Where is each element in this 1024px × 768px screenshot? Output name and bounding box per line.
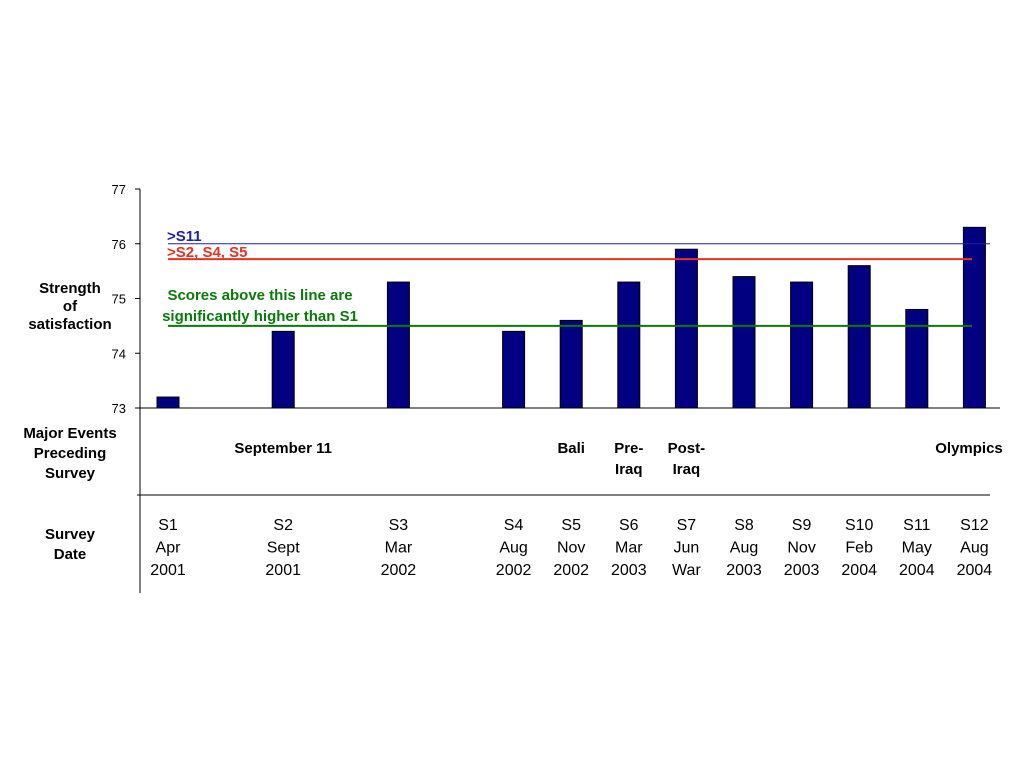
survey-date-label: S11	[903, 517, 930, 534]
survey-date-label: Aug	[960, 540, 988, 557]
survey-date-label: Mar	[615, 540, 643, 557]
event-label: September 11	[234, 440, 332, 457]
reference-label-s2-s4-s5: >S2, S4, S5	[167, 244, 247, 261]
bar	[847, 265, 871, 409]
survey-date-label: 2002	[553, 562, 589, 579]
survey-date-label: S6	[619, 517, 639, 534]
bar	[790, 281, 814, 409]
bar	[905, 308, 929, 409]
survey-date-label: 2004	[957, 562, 993, 579]
bar	[502, 330, 526, 409]
survey-date-label: S9	[792, 517, 812, 534]
survey-date-label: 2001	[150, 562, 186, 579]
bar	[674, 248, 698, 409]
survey-date-label: S10	[845, 517, 874, 534]
survey-date-label: 2004	[841, 562, 877, 579]
y-axis-label: satisfaction	[28, 316, 111, 333]
survey-date-label: Jun	[674, 540, 700, 557]
survey-date-label: Aug	[499, 540, 527, 557]
y-tick-label: 76	[112, 237, 126, 252]
survey-date-label: Aug	[730, 540, 758, 557]
survey-date-label: S2	[273, 517, 293, 534]
survey-date-label: 2001	[265, 562, 301, 579]
bar	[156, 396, 180, 409]
survey-date-label: 2004	[899, 562, 935, 579]
survey-date-label: Nov	[557, 540, 585, 557]
survey-date-label: 2002	[496, 562, 532, 579]
survey-date-label: Mar	[385, 540, 413, 557]
reference-label-s1: significantly higher than S1	[162, 308, 358, 325]
bar	[386, 281, 410, 409]
survey-date-label: S1	[158, 517, 178, 534]
y-tick-label: 73	[112, 401, 126, 416]
survey-date-label: Apr	[156, 540, 182, 557]
survey-date-label: S4	[504, 517, 524, 534]
y-axis-label: Strength	[39, 280, 101, 297]
event-label: Bali	[557, 440, 585, 457]
survey-row-label: Date	[54, 546, 87, 563]
survey-date-label: S8	[734, 517, 754, 534]
survey-date-label: 2003	[611, 562, 647, 579]
bar	[617, 281, 641, 409]
bar	[271, 330, 295, 409]
y-tick-label: 77	[112, 182, 126, 197]
bar	[559, 319, 583, 409]
survey-date-label: 2003	[784, 562, 820, 579]
events-row-label: Major Events	[23, 425, 116, 442]
event-label: Iraq	[673, 461, 701, 478]
survey-row-label: Survey	[45, 526, 96, 543]
bar	[732, 276, 756, 409]
reference-label-s11: >S11	[167, 228, 202, 245]
event-label: Post-	[668, 440, 706, 457]
survey-date-label: 2002	[381, 562, 417, 579]
survey-date-label: Feb	[845, 540, 873, 557]
survey-date-label: Sept	[267, 540, 300, 557]
event-label: Pre-	[614, 440, 643, 457]
survey-date-label: War	[672, 562, 701, 579]
reference-label-s1: Scores above this line are	[167, 287, 352, 304]
survey-date-label: Nov	[787, 540, 815, 557]
survey-date-label: S5	[561, 517, 581, 534]
bar	[962, 226, 986, 409]
event-label: Olympics	[935, 440, 1003, 457]
survey-date-label: S7	[677, 517, 697, 534]
y-tick-label: 75	[112, 292, 126, 307]
survey-date-label: S12	[960, 517, 989, 534]
y-axis-label: of	[63, 298, 78, 315]
y-tick-label: 74	[112, 346, 126, 361]
survey-date-label: S3	[389, 517, 409, 534]
survey-date-label: May	[902, 540, 932, 557]
events-row-label: Survey	[45, 465, 96, 482]
survey-date-label: 2003	[726, 562, 762, 579]
event-label: Iraq	[615, 461, 643, 478]
events-row-label: Preceding	[34, 445, 107, 462]
